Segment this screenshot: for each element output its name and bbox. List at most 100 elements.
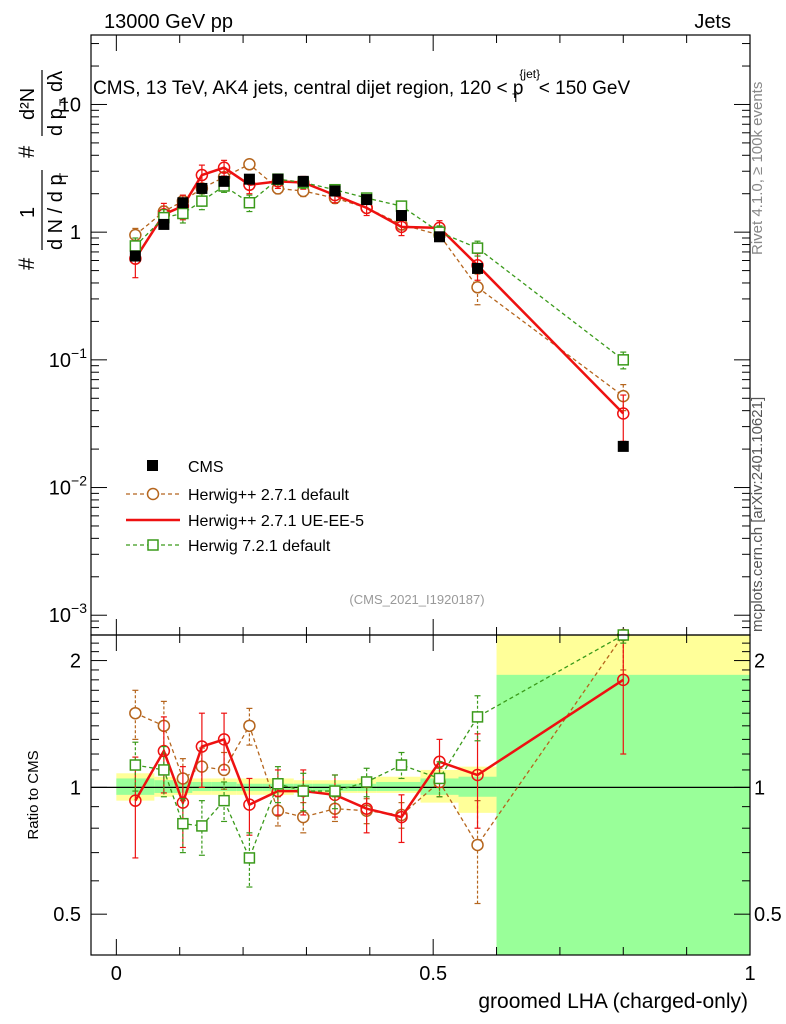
- ratio-ue-line: [134, 678, 624, 819]
- ratio-h7-point: [360, 776, 373, 788]
- main-cms-point: [395, 210, 407, 222]
- main-h7-point: [196, 195, 208, 207]
- main-h7-line: [134, 178, 624, 361]
- ratio-h7-point: [177, 817, 189, 830]
- main-h7-point: [471, 242, 484, 254]
- main-h7-point: [177, 207, 189, 220]
- title-p: p: [513, 78, 524, 99]
- ylabel-one: 1: [17, 207, 39, 218]
- ratio-ue-point: [217, 733, 231, 746]
- ratio-y-tick-label-left: 1: [70, 777, 81, 799]
- x-tick-label: 1: [744, 963, 755, 985]
- main-y-tick-label: 10: [59, 94, 81, 116]
- legend: CMS Herwig++ 2.7.1 default Herwig++ 2.7.…: [126, 459, 364, 555]
- ratio-ue-point: [195, 740, 209, 753]
- main-ue-point: [617, 407, 630, 420]
- main-y-tick-label: 1: [70, 222, 81, 244]
- x-axis-label: groomed LHA (charged-only): [478, 990, 748, 1013]
- analysis-id: (CMS_2021_I1920187): [349, 592, 484, 607]
- ratio-h7-point: [218, 794, 230, 807]
- ratio-ue-point: [129, 794, 142, 807]
- ratio-h7-point: [243, 852, 256, 864]
- main-ue-point: [217, 161, 231, 174]
- main-cms-point: [617, 440, 629, 452]
- ratio-h7-point: [395, 759, 408, 771]
- main-cms-point: [196, 182, 208, 194]
- main-y-tick-label: 10−2: [49, 473, 87, 500]
- ylabel-dn: d N / d p: [45, 174, 67, 250]
- main-y-axis-label: # 1 d N / d p T # d²N d p T dλ: [14, 70, 71, 270]
- ylabel-hash-2: #: [14, 145, 39, 158]
- ratio-ue-point: [360, 802, 373, 815]
- ratio-h7-point: [297, 785, 310, 797]
- legend-h7-marker: [147, 539, 159, 551]
- plot-title: CMS, 13 TeV, AK4 jets, central dijet reg…: [93, 67, 630, 105]
- data-marks: [129, 158, 630, 905]
- ylabel-d2n: d²N: [17, 88, 39, 120]
- main-cms-point: [329, 185, 341, 197]
- ratio-y-tick-label-left: 2: [70, 651, 81, 673]
- ratio-h7-point: [272, 778, 284, 790]
- mcplots-label: mcplots.cern.ch [arXiv:2401.10621]: [749, 397, 766, 632]
- main-cms-point: [158, 218, 170, 230]
- main-cms-point: [243, 173, 255, 185]
- ratio-frame: [90, 634, 751, 956]
- ratio-h7-line: [135, 634, 624, 860]
- title-suffix: < 150 GeV: [533, 78, 630, 99]
- main-ue-point: [395, 220, 408, 234]
- ratio-band-green: [376, 781, 421, 792]
- main-y-tick-label: 10−1: [49, 345, 87, 372]
- main-h7-point: [243, 196, 256, 209]
- main-cms-point: [272, 173, 284, 185]
- title-prefix: CMS, 13 TeV, AK4 jets, central dijet reg…: [93, 78, 513, 99]
- ratio-h7-point: [329, 785, 341, 797]
- ratio-h7-point: [433, 772, 446, 785]
- ratio-y-axis-label: Ratio to CMS: [25, 750, 42, 839]
- header-left: 13000 GeV pp: [104, 11, 233, 33]
- legend-h7-label: Herwig 7.2.1 default: [188, 538, 331, 555]
- ratio-ue-point: [395, 810, 408, 824]
- ratio-uncertainty-bands: [91, 635, 750, 955]
- title-sup: {jet}: [519, 67, 540, 81]
- main-cms-point: [218, 175, 230, 187]
- ratio-ue-point: [176, 796, 190, 809]
- main-cms-point: [361, 194, 373, 206]
- main-cms-point: [297, 175, 309, 187]
- title-sub: T: [512, 91, 520, 105]
- main-hpp-point: [471, 281, 484, 294]
- legend-cms-label: CMS: [188, 459, 224, 476]
- ylabel-dlambda: dλ: [45, 71, 67, 92]
- ratio-h7-point: [129, 759, 142, 771]
- main-ue-point: [195, 168, 209, 182]
- legend-hpp-marker: [146, 487, 160, 501]
- ratio-y-tick-label-left: 0.5: [53, 904, 81, 926]
- ratio-y-tick-label-right: 0.5: [754, 904, 782, 926]
- main-cms-point: [177, 197, 189, 209]
- ratio-hpp-point: [471, 838, 484, 852]
- x-tick-label: 0.5: [419, 963, 447, 985]
- main-cms-point: [129, 250, 141, 262]
- x-tick-label: 0: [111, 963, 122, 985]
- ratio-hpp-point: [243, 719, 256, 733]
- ratio-ue-point: [471, 768, 484, 782]
- main-h7-point: [395, 200, 408, 212]
- ratio-h7-point: [471, 711, 484, 723]
- ylabel-sub-t1: T: [57, 172, 71, 180]
- ylabel-sub-t2: T: [57, 98, 71, 106]
- main-ue-line: [134, 166, 625, 415]
- ratio-hpp-point: [129, 706, 142, 720]
- ratio-h7-point: [196, 820, 208, 832]
- ratio-y-tick-label-right: 2: [754, 651, 765, 673]
- ratio-h7-point: [158, 764, 170, 776]
- ratio-ue-point: [157, 744, 171, 758]
- legend-hpp-label: Herwig++ 2.7.1 default: [188, 487, 350, 504]
- ylabel-hash-1: #: [14, 257, 39, 270]
- main-h7-point: [617, 354, 630, 366]
- ratio-ue-point: [617, 673, 630, 687]
- legend-ue-label: Herwig++ 2.7.1 UE-EE-5: [188, 513, 364, 530]
- ratio-band-green: [211, 781, 237, 792]
- main-cms-point: [472, 262, 484, 274]
- main-y-tick-label: 10−3: [49, 600, 87, 627]
- main-cms-point: [434, 231, 446, 243]
